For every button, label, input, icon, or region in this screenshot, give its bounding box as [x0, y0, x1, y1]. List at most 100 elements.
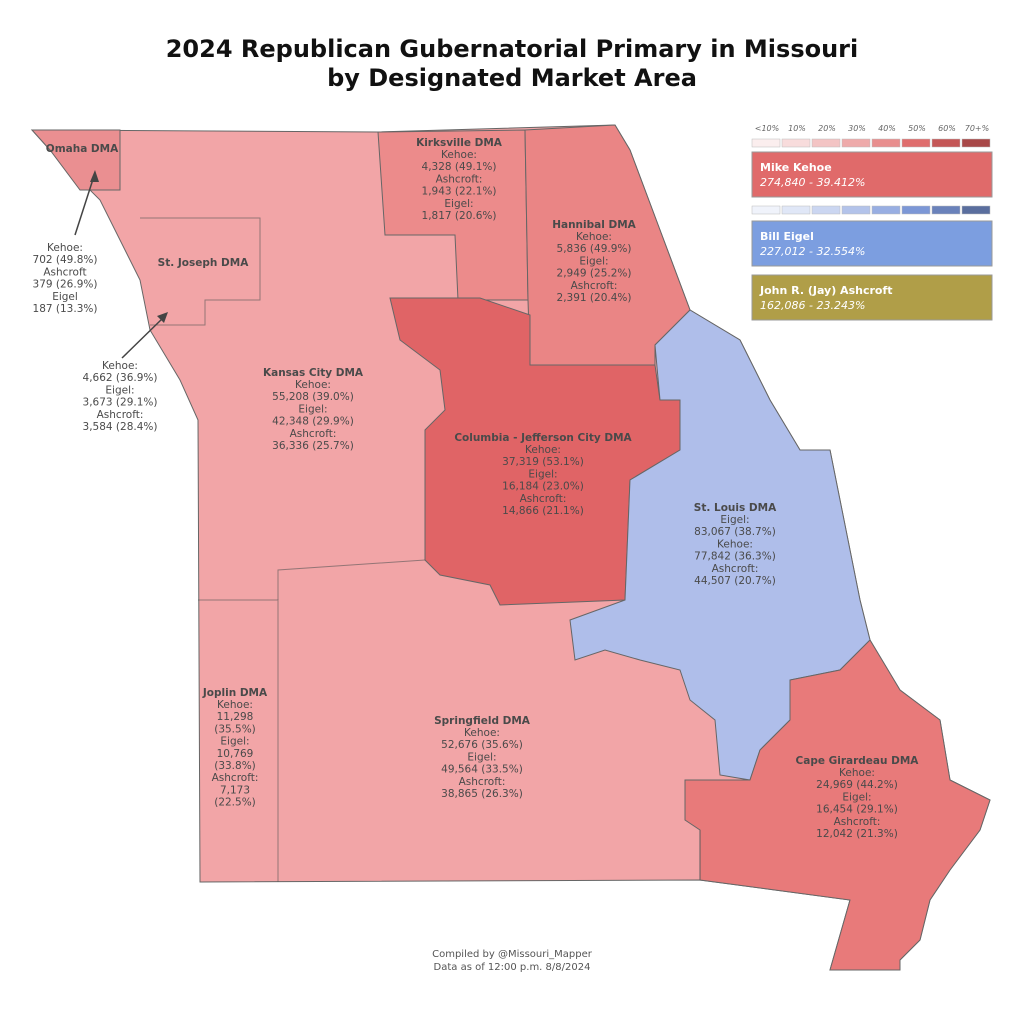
scale-label: 10% [788, 124, 806, 133]
region-result: Eigel [52, 291, 78, 303]
arrow-head [157, 312, 168, 323]
region-result: 49,564 (33.5%) [441, 764, 523, 776]
region-result: 14,866 (21.1%) [502, 505, 584, 517]
scale-swatch [811, 205, 841, 215]
arrow [121, 315, 166, 359]
scale-swatch [901, 138, 931, 148]
region-result: 3,584 (28.4%) [83, 421, 158, 433]
region-result: (35.5%) [214, 723, 256, 735]
scale-swatch [901, 205, 931, 215]
region-result: Kehoe: [717, 538, 753, 550]
legend: <10% 10% 20% 30% 40% 50% 60% 70+% Mike Kehoe 274,… [751, 124, 993, 321]
region-result: 52,676 (35.6%) [441, 739, 523, 751]
region-result: Eigel: [720, 514, 749, 526]
omaha-region [30, 129, 121, 191]
scale-label: 70+% [965, 124, 989, 133]
region-result: 16,184 (23.0%) [502, 481, 584, 493]
region-name: St. Joseph DMA [158, 257, 250, 269]
scale-swatch [871, 205, 901, 215]
region-result: Kehoe: [839, 767, 875, 779]
region-result: 4,662 (36.9%) [83, 372, 158, 384]
footer: Data as of 12:00 p.m. 8/8/2024 [434, 962, 591, 973]
region-result: Eigel: [444, 198, 473, 210]
region-result: 37,319 (53.1%) [502, 456, 584, 468]
region-result: 44,507 (20.7%) [694, 575, 776, 587]
region-result: 4,328 (49.1%) [422, 161, 497, 173]
scale-swatch [961, 138, 991, 148]
region-result: Eigel: [528, 468, 557, 480]
region-result: Ashcroft: [212, 772, 259, 784]
region-name: Joplin DMA [202, 687, 268, 699]
region-result: 10,769 [217, 748, 254, 760]
region-result: Eigel: [579, 255, 608, 267]
region-result: 379 (26.9%) [33, 279, 98, 291]
region-result: 3,673 (29.1%) [83, 397, 158, 409]
title: by Designated Market Area [327, 64, 697, 92]
region-result: Kehoe: [47, 242, 83, 254]
scale-label: 50% [908, 124, 926, 133]
region-result: 2,949 (25.2%) [557, 268, 632, 280]
scale-label: <10% [755, 124, 779, 133]
region-name: Omaha DMA [46, 143, 119, 155]
region-result: Eigel: [298, 403, 327, 415]
region-result: Kehoe: [102, 360, 138, 372]
region-result: Ashcroft: [520, 493, 567, 505]
candidate-name: John R. (Jay) Ashcroft [759, 284, 893, 297]
region-result: Eigel: [842, 791, 871, 803]
scale-swatch [841, 205, 871, 215]
scale-swatch [961, 205, 991, 215]
scale-label: 30% [848, 124, 866, 133]
st-louis-region [569, 309, 871, 781]
region-result: 1,943 (22.1%) [422, 186, 497, 198]
region-name: Springfield DMA [434, 715, 531, 727]
scale-swatch [931, 138, 961, 148]
region-result: Kehoe: [576, 231, 612, 243]
region-result: Ashcroft: [97, 409, 144, 421]
scale-label: 20% [818, 124, 836, 133]
region-result: Kehoe: [464, 727, 500, 739]
scale-swatch [931, 205, 961, 215]
scale-label: 40% [878, 124, 896, 133]
region-result: (22.5%) [214, 797, 256, 809]
region-result: Eigel: [220, 736, 249, 748]
region-result: 12,042 (21.3%) [816, 828, 898, 840]
dma-border [140, 217, 261, 326]
region-name: Kansas City DMA [263, 367, 364, 379]
candidate-name: Bill Eigel [760, 230, 814, 243]
region-result: Eigel: [467, 751, 496, 763]
candidate-box [751, 220, 993, 267]
region-result: 55,208 (39.0%) [272, 391, 354, 403]
candidate-box [751, 151, 993, 198]
region-result: 42,348 (29.9%) [272, 416, 354, 428]
region-result: 702 (49.8%) [33, 254, 98, 266]
region-result: 11,298 [217, 711, 254, 723]
scale-swatch [841, 138, 871, 148]
candidate-total: 227,012 - 32.554% [760, 245, 865, 258]
region-name: Kirksville DMA [416, 137, 503, 149]
title: 2024 Republican Gubernatorial Primary in… [166, 35, 859, 63]
candidate-total: 162,086 - 23.243% [760, 299, 865, 312]
region-result: 1,817 (20.6%) [422, 210, 497, 222]
region-name: Hannibal DMA [552, 219, 636, 231]
scale-swatch [781, 138, 811, 148]
scale-swatch [751, 138, 781, 148]
region-result: (33.8%) [214, 760, 256, 772]
region-result: Ashcroft: [834, 816, 881, 828]
region-result: Kehoe: [525, 444, 561, 456]
region-name: St. Louis DMA [694, 502, 777, 514]
candidate-total: 274,840 - 39.412% [760, 176, 865, 189]
scale-swatch [871, 138, 901, 148]
scale-swatch [811, 138, 841, 148]
state-map [30, 124, 991, 971]
region-result: 7,173 [220, 784, 250, 796]
region-result: 83,067 (38.7%) [694, 526, 776, 538]
region-result: 5,836 (49.9%) [557, 243, 632, 255]
region-result: 187 (13.3%) [33, 303, 98, 315]
region-result: Ashcroft: [571, 280, 618, 292]
region-result: Ashcroft: [290, 428, 337, 440]
candidate-name: Mike Kehoe [760, 161, 832, 174]
footer: Compiled by @Missouri_Mapper [432, 949, 593, 960]
arrow-head [90, 170, 99, 182]
region-result: Ashcroft: [436, 173, 483, 185]
